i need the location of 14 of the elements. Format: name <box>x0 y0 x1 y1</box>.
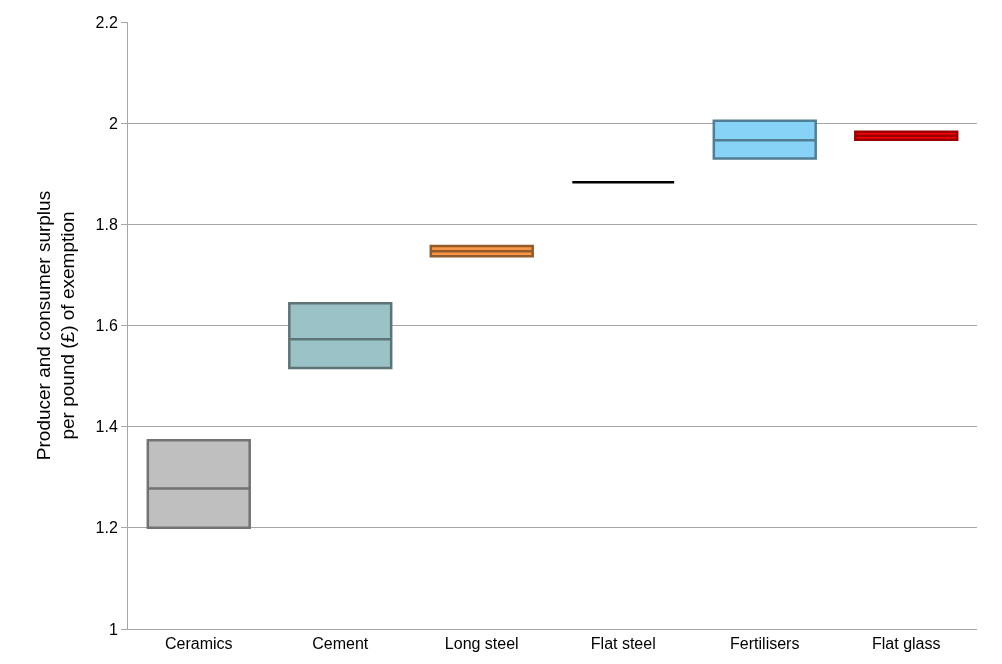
y-tick-label: 1.2 <box>95 519 118 537</box>
x-tick-label: Flat steel <box>590 635 656 653</box>
x-tick-label: Ceramics <box>164 635 233 653</box>
x-tick-label: Flat glass <box>872 635 941 653</box>
x-tick-label: Cement <box>312 635 369 653</box>
x-tick-label: Fertilisers <box>730 635 800 653</box>
y-tick-label: 1 <box>108 620 118 638</box>
y-axis-title: Producer and consumer surplus per pound (£) of exemption <box>32 190 79 461</box>
y-tick-label: 1.8 <box>95 215 118 233</box>
x-tick-label: Long steel <box>444 635 519 653</box>
y-tick-label: 1.4 <box>95 418 118 436</box>
y-tick-label: 2.2 <box>95 13 118 31</box>
y-tick-label: 2 <box>108 114 118 132</box>
y-tick-label: 1.6 <box>95 317 118 335</box>
